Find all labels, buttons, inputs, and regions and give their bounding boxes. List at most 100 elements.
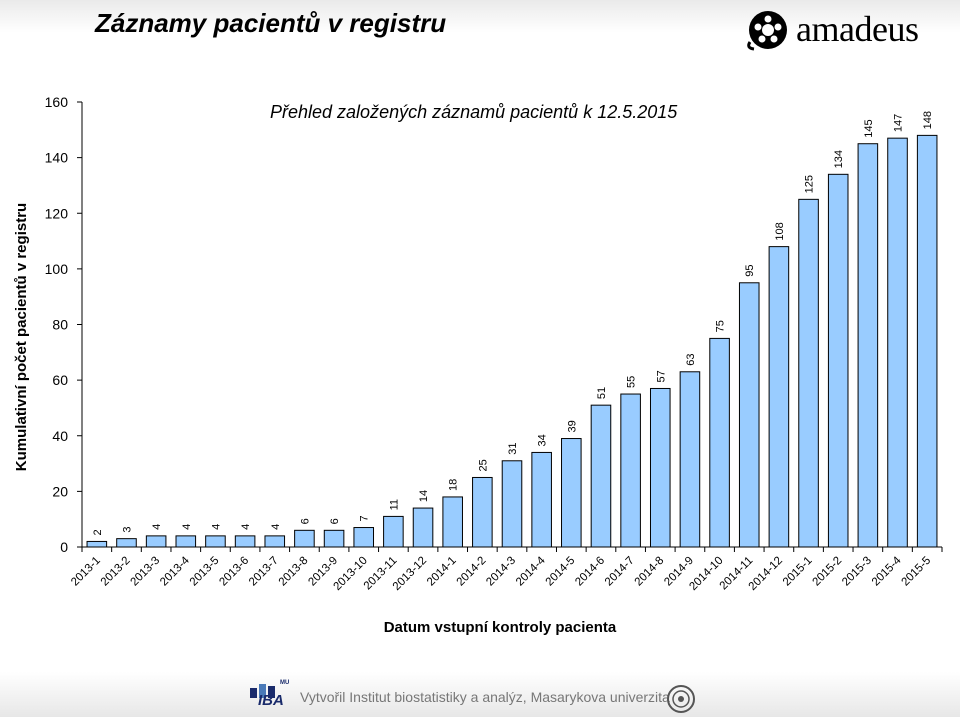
y-tick-label: 120 <box>45 205 69 221</box>
bar <box>768 246 790 548</box>
x-tick-label: 2015-1 <box>781 555 815 589</box>
page-title: Záznamy pacientů v registru <box>95 8 447 38</box>
bar <box>679 371 701 548</box>
data-label: 108 <box>774 222 786 240</box>
bar <box>649 387 671 548</box>
x-tick-label: 2013-3 <box>128 555 162 589</box>
y-tick-label: 60 <box>52 372 68 388</box>
bar <box>412 507 434 548</box>
x-tick-label: 2015-3 <box>840 555 874 589</box>
bar <box>561 438 582 548</box>
x-tick-label: 2013-7 <box>247 555 281 589</box>
x-tick-label: 2013-1 <box>69 555 103 589</box>
data-label: 34 <box>537 434 549 446</box>
iba-logo-superscript: MU <box>280 680 290 686</box>
x-tick-label: 2015-5 <box>899 555 933 589</box>
data-label: 6 <box>329 518 341 524</box>
brand-logo: amadeus <box>744 8 944 52</box>
data-label: 11 <box>388 499 400 510</box>
x-tick-label: 2014-5 <box>544 555 578 589</box>
footer-bar: MU IBA Vytvořil Institut biostatistiky a… <box>0 672 960 717</box>
iba-bars-icon <box>250 684 275 698</box>
x-tick-label: 2014-4 <box>514 554 548 588</box>
bar <box>827 173 849 548</box>
data-label: 148 <box>922 111 934 129</box>
bar <box>86 540 108 548</box>
data-label: 63 <box>685 354 697 366</box>
data-label: 6 <box>299 518 311 524</box>
y-tick-label: 160 <box>45 94 69 110</box>
bar <box>205 535 226 548</box>
data-label: 3 <box>121 527 133 533</box>
bar <box>383 515 404 548</box>
y-tick-label: 100 <box>45 261 69 277</box>
x-tick-label: 2015-2 <box>811 555 845 589</box>
data-label: 125 <box>804 175 816 193</box>
bar-chart: Přehled založených záznamů pacientů k 12… <box>13 94 943 636</box>
data-label: 31 <box>507 443 519 455</box>
x-tick-label: 2014-8 <box>633 555 667 589</box>
x-tick-label: 2014-7 <box>603 555 637 589</box>
data-label: 4 <box>210 524 222 530</box>
bar <box>442 496 463 548</box>
bar <box>887 137 908 548</box>
data-label: 18 <box>448 479 460 491</box>
data-label: 95 <box>744 265 756 277</box>
data-label: 55 <box>626 376 638 388</box>
bar <box>590 404 612 548</box>
footer-credit: Vytvořil Institut biostatistiky a analýz… <box>300 689 670 705</box>
bar <box>501 460 523 548</box>
bars <box>86 134 938 548</box>
x-tick-label: 2015-4 <box>870 554 904 588</box>
bar <box>620 393 641 548</box>
data-label: 14 <box>418 490 430 502</box>
data-label: 2 <box>92 529 104 535</box>
x-tick-label: 2014-6 <box>573 555 607 589</box>
data-label: 4 <box>151 524 163 530</box>
bar <box>472 476 493 548</box>
x-tick-label: 2013-6 <box>217 555 251 589</box>
data-label: 147 <box>893 114 905 132</box>
x-tick-label: 2013-2 <box>99 555 133 589</box>
bar <box>294 529 315 548</box>
iba-logo <box>248 682 288 716</box>
y-tick-label: 40 <box>52 428 68 444</box>
bar <box>145 535 167 548</box>
data-label: 7 <box>359 515 371 521</box>
bar <box>175 535 197 548</box>
bar <box>916 134 938 548</box>
header-bar: Záznamy pacientů v registru amadeus <box>0 0 960 60</box>
data-label: 134 <box>833 150 845 168</box>
data-label: 51 <box>596 387 608 399</box>
y-tick-label: 20 <box>52 483 68 499</box>
data-label: 25 <box>477 459 489 471</box>
data-label: 4 <box>240 524 252 530</box>
bar <box>353 527 375 548</box>
bar <box>798 198 819 548</box>
bar <box>323 529 345 548</box>
data-label: 145 <box>863 119 875 137</box>
x-tick-label: 2013-8 <box>277 555 311 589</box>
bar <box>531 451 552 548</box>
bar <box>116 538 137 548</box>
y-axis-label: Kumulativní počet pacientů v registru <box>13 203 30 471</box>
y-tick-label: 80 <box>52 317 68 333</box>
x-tick-label: 2014-2 <box>455 555 489 589</box>
x-axis-ticks: 2013-12013-22013-32013-42013-52013-62013… <box>69 547 943 593</box>
bar <box>234 535 256 548</box>
data-label: 4 <box>181 524 193 530</box>
iba-logo-text: IBA <box>258 692 284 709</box>
data-label: 75 <box>715 320 727 332</box>
university-seal-icon <box>667 685 695 713</box>
x-tick-label: 2014-3 <box>484 555 518 589</box>
chart-title: Přehled založených záznamů pacientů k 12… <box>270 102 678 122</box>
bar <box>857 143 879 548</box>
x-tick-label: 2014-1 <box>425 555 459 589</box>
film-reel-icon <box>747 11 787 51</box>
x-axis-label: Datum vstupní kontroly pacienta <box>384 619 617 636</box>
x-tick-label: 2013-5 <box>188 555 222 589</box>
y-tick-label: 0 <box>60 539 68 555</box>
bar <box>738 282 760 548</box>
data-label: 39 <box>566 420 578 432</box>
